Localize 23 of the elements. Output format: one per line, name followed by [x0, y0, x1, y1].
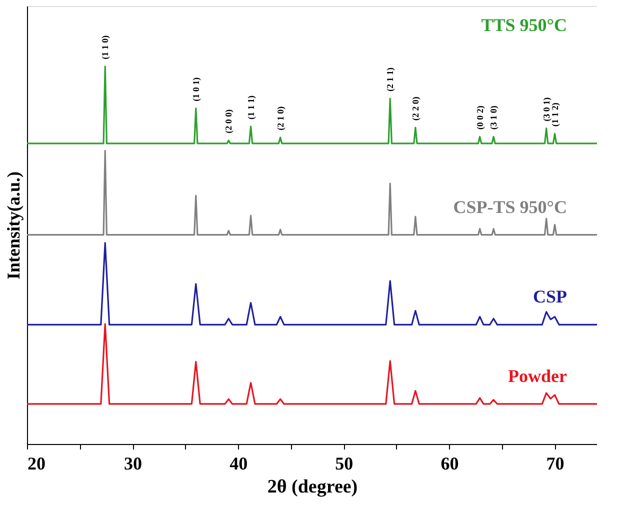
annotation: (3 1 0) — [488, 106, 499, 130]
annotation: (1 1 0) — [100, 35, 110, 60]
annotation: (2 1 0) — [275, 106, 286, 130]
annotation: (3 0 1) — [541, 97, 552, 122]
series-label: CSP-TS 950°C — [453, 196, 567, 217]
annotation: (2 2 0) — [410, 96, 420, 121]
annotation: (1 0 1) — [190, 77, 201, 102]
x-axis-title: 2θ (degree) — [267, 476, 358, 498]
annotation: (2 1 1) — [385, 68, 396, 92]
text: TTS 950°C — [481, 14, 567, 35]
annotation: (2 0 0) — [224, 109, 234, 134]
annotation: (1 1 1) — [246, 95, 256, 120]
x-tick-label: 20 — [28, 454, 46, 474]
annotation: (1 1 2) — [550, 102, 560, 127]
y-axis-title: Intensity(a.u.) — [4, 171, 24, 280]
annotation: (0 0 2) — [474, 106, 485, 130]
x-tick-label: 40 — [230, 454, 248, 474]
x-tick-label: 60 — [440, 454, 459, 474]
series-label: CSP — [532, 286, 567, 307]
x-tick-label: 30 — [124, 454, 142, 474]
series-label: Powder — [508, 366, 568, 386]
x-tick-label: 70 — [546, 454, 564, 474]
x-tick-label: 50 — [335, 454, 354, 474]
